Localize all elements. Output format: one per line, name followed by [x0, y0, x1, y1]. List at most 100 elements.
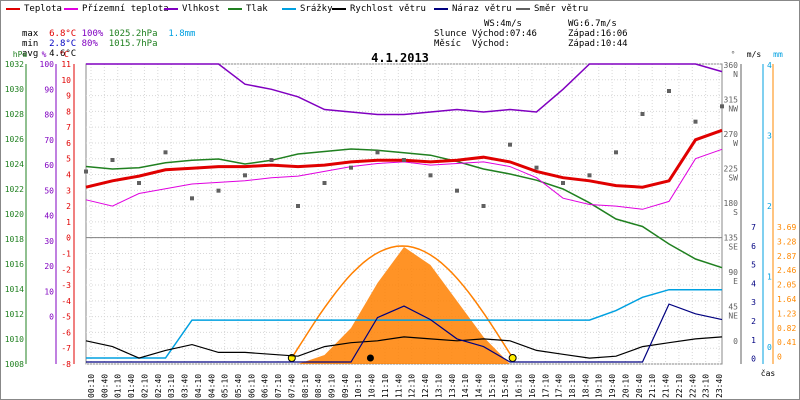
time-tick-label: 14:10 — [461, 374, 470, 398]
wind-dir-point — [110, 158, 115, 162]
info-ws: WS:4m/s — [484, 19, 522, 29]
time-tick-label: 13:40 — [448, 374, 457, 398]
series-pressure — [85, 148, 723, 269]
tick-label: 180 — [724, 199, 739, 208]
tick-label: 4 — [767, 61, 772, 70]
wind-dir-point — [190, 196, 194, 201]
wind-dir-point — [693, 119, 698, 124]
tick-label: 3.69 — [777, 223, 796, 232]
legend-item: Teplota — [6, 4, 62, 14]
wind-dir-point — [720, 104, 724, 109]
tick-label: 2 — [767, 202, 772, 211]
sunset-marker — [508, 354, 517, 362]
legend-label: Srážky — [300, 4, 333, 14]
stats-max: max 6.8°C 100% 1025.2hPa 1.8mm — [22, 29, 196, 39]
tick-label: 1010 — [5, 335, 24, 344]
time-tick-label: 15:10 — [488, 374, 497, 398]
tick-label: 3 — [751, 298, 756, 307]
tick-label: -5 — [61, 313, 71, 322]
tick-label: N — [733, 70, 738, 79]
tick-label: -2 — [61, 265, 71, 274]
time-tick-label: 14:40 — [474, 374, 483, 398]
tick-label: 0 — [66, 234, 71, 243]
axis-unit-label: mm — [773, 50, 783, 59]
tick-label: 70 — [44, 136, 54, 145]
tick-label: 2.05 — [777, 281, 796, 290]
time-tick-label: 05:40 — [234, 374, 243, 398]
legend-item: Přízemní teplota — [64, 4, 169, 14]
axis-unit-label: hPa — [13, 50, 28, 59]
time-tick-label: 22:10 — [675, 374, 684, 398]
wind-dir-point — [508, 142, 512, 147]
wind-dir-point — [481, 204, 486, 208]
time-tick-label: 20:40 — [635, 374, 644, 398]
wind-dir-point — [296, 204, 300, 208]
time-tick-label: 12:40 — [421, 374, 430, 398]
tick-label: 5 — [751, 261, 756, 270]
tick-label: 10 — [61, 76, 71, 85]
tick-label: 9 — [66, 92, 71, 101]
time-tick-label: 11:10 — [381, 374, 390, 398]
tick-label: 1030 — [5, 85, 24, 94]
stats-avg: avg 4.6°C — [22, 49, 77, 59]
time-tick-label: 06:10 — [247, 374, 256, 398]
tick-label: 4 — [66, 171, 71, 180]
tick-label: 5 — [66, 155, 71, 164]
legend-item: Směr větru — [516, 4, 588, 14]
time-tick-label: 10:40 — [368, 374, 377, 398]
tick-label: 100 — [40, 60, 55, 69]
tick-label: 7 — [751, 223, 756, 232]
tick-label: E — [733, 277, 738, 286]
tick-label: SW — [728, 174, 738, 183]
tick-label: 80 — [44, 111, 54, 120]
series-wind-speed — [85, 336, 723, 359]
tick-label: -7 — [61, 344, 71, 353]
axis-unit-label: °C — [59, 50, 69, 59]
tick-label: 40 — [44, 212, 54, 221]
wind-dir-point — [269, 158, 274, 162]
wind-dir-point — [640, 112, 645, 116]
tick-label: 90 — [728, 268, 738, 277]
tick-label: 1008 — [5, 360, 24, 369]
time-tick-label: 05:10 — [221, 374, 230, 398]
tick-label: 0 — [49, 313, 54, 322]
tick-label: 45 — [728, 303, 738, 312]
wind-dir-point — [349, 165, 353, 170]
legend-swatch — [516, 7, 530, 10]
tick-label: 3.28 — [777, 237, 796, 246]
time-tick-label: 10:10 — [354, 374, 363, 398]
tick-label: 225 — [724, 165, 739, 174]
tick-label: 1014 — [5, 285, 24, 294]
tick-label: 20 — [44, 262, 54, 271]
tick-label: 0 — [733, 337, 738, 346]
tick-label: 0 — [777, 353, 782, 362]
time-tick-label: 02:10 — [140, 374, 149, 398]
time-tick-label: 01:10 — [114, 374, 123, 398]
time-tick-label: 20:10 — [621, 374, 630, 398]
time-tick-label: 06:40 — [261, 374, 270, 398]
tick-label: 0.41 — [777, 338, 796, 347]
axis-unit-label: ° — [731, 50, 736, 59]
tick-label: 1020 — [5, 210, 24, 219]
time-tick-label: 22:40 — [688, 374, 697, 398]
legend-item: Srážky — [282, 4, 333, 14]
time-tick-label: 18:40 — [581, 374, 590, 398]
time-tick-label: 16:10 — [515, 374, 524, 398]
legend-swatch — [64, 7, 78, 10]
tick-label: NE — [728, 312, 738, 321]
wind-dir-point — [402, 158, 406, 162]
wind-dir-point — [534, 165, 539, 170]
tick-label: 2 — [66, 202, 71, 211]
tick-label: 1028 — [5, 110, 24, 119]
time-tick-label: 03:40 — [181, 374, 190, 398]
time-tick-label: 12:10 — [408, 374, 417, 398]
tick-label: 90 — [44, 85, 54, 94]
wind-dir-point — [667, 89, 671, 93]
wind-dir-point — [137, 181, 141, 185]
time-tick-label: 07:40 — [287, 374, 296, 398]
wind-dir-point — [561, 181, 565, 185]
series-rain — [86, 288, 722, 359]
tick-label: 0.82 — [777, 324, 796, 333]
legend-swatch — [228, 7, 242, 10]
tick-label: -8 — [61, 360, 71, 369]
